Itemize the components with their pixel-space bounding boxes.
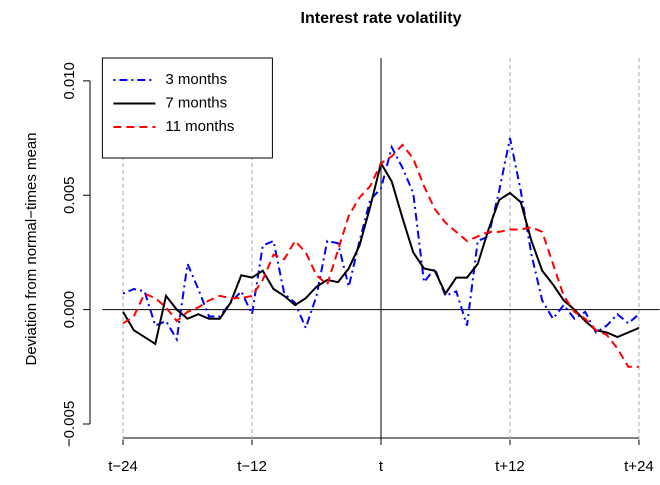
chart-title: Interest rate volatility [301, 10, 462, 27]
x-tick-label: t−12 [237, 458, 267, 475]
legend-label: 11 months [165, 118, 234, 135]
x-tick-label: t−24 [108, 458, 138, 475]
x-tick-label: t [379, 458, 384, 475]
series-line [122, 137, 640, 343]
x-tick-label: t+12 [495, 458, 525, 475]
x-tick-label: t+24 [624, 458, 654, 475]
y-axis-label: Deviation from normal−times mean [23, 132, 40, 365]
legend-label: 3 months [165, 71, 227, 88]
legend-box [101, 57, 273, 159]
y-tick-label: 0.000 [61, 291, 78, 329]
y-tick-label: 0.010 [61, 62, 78, 100]
y-tick-label: −0.005 [61, 401, 78, 447]
series-line [122, 143, 639, 368]
legend-label: 7 months [165, 94, 227, 111]
y-tick-label: 0.005 [61, 176, 78, 214]
